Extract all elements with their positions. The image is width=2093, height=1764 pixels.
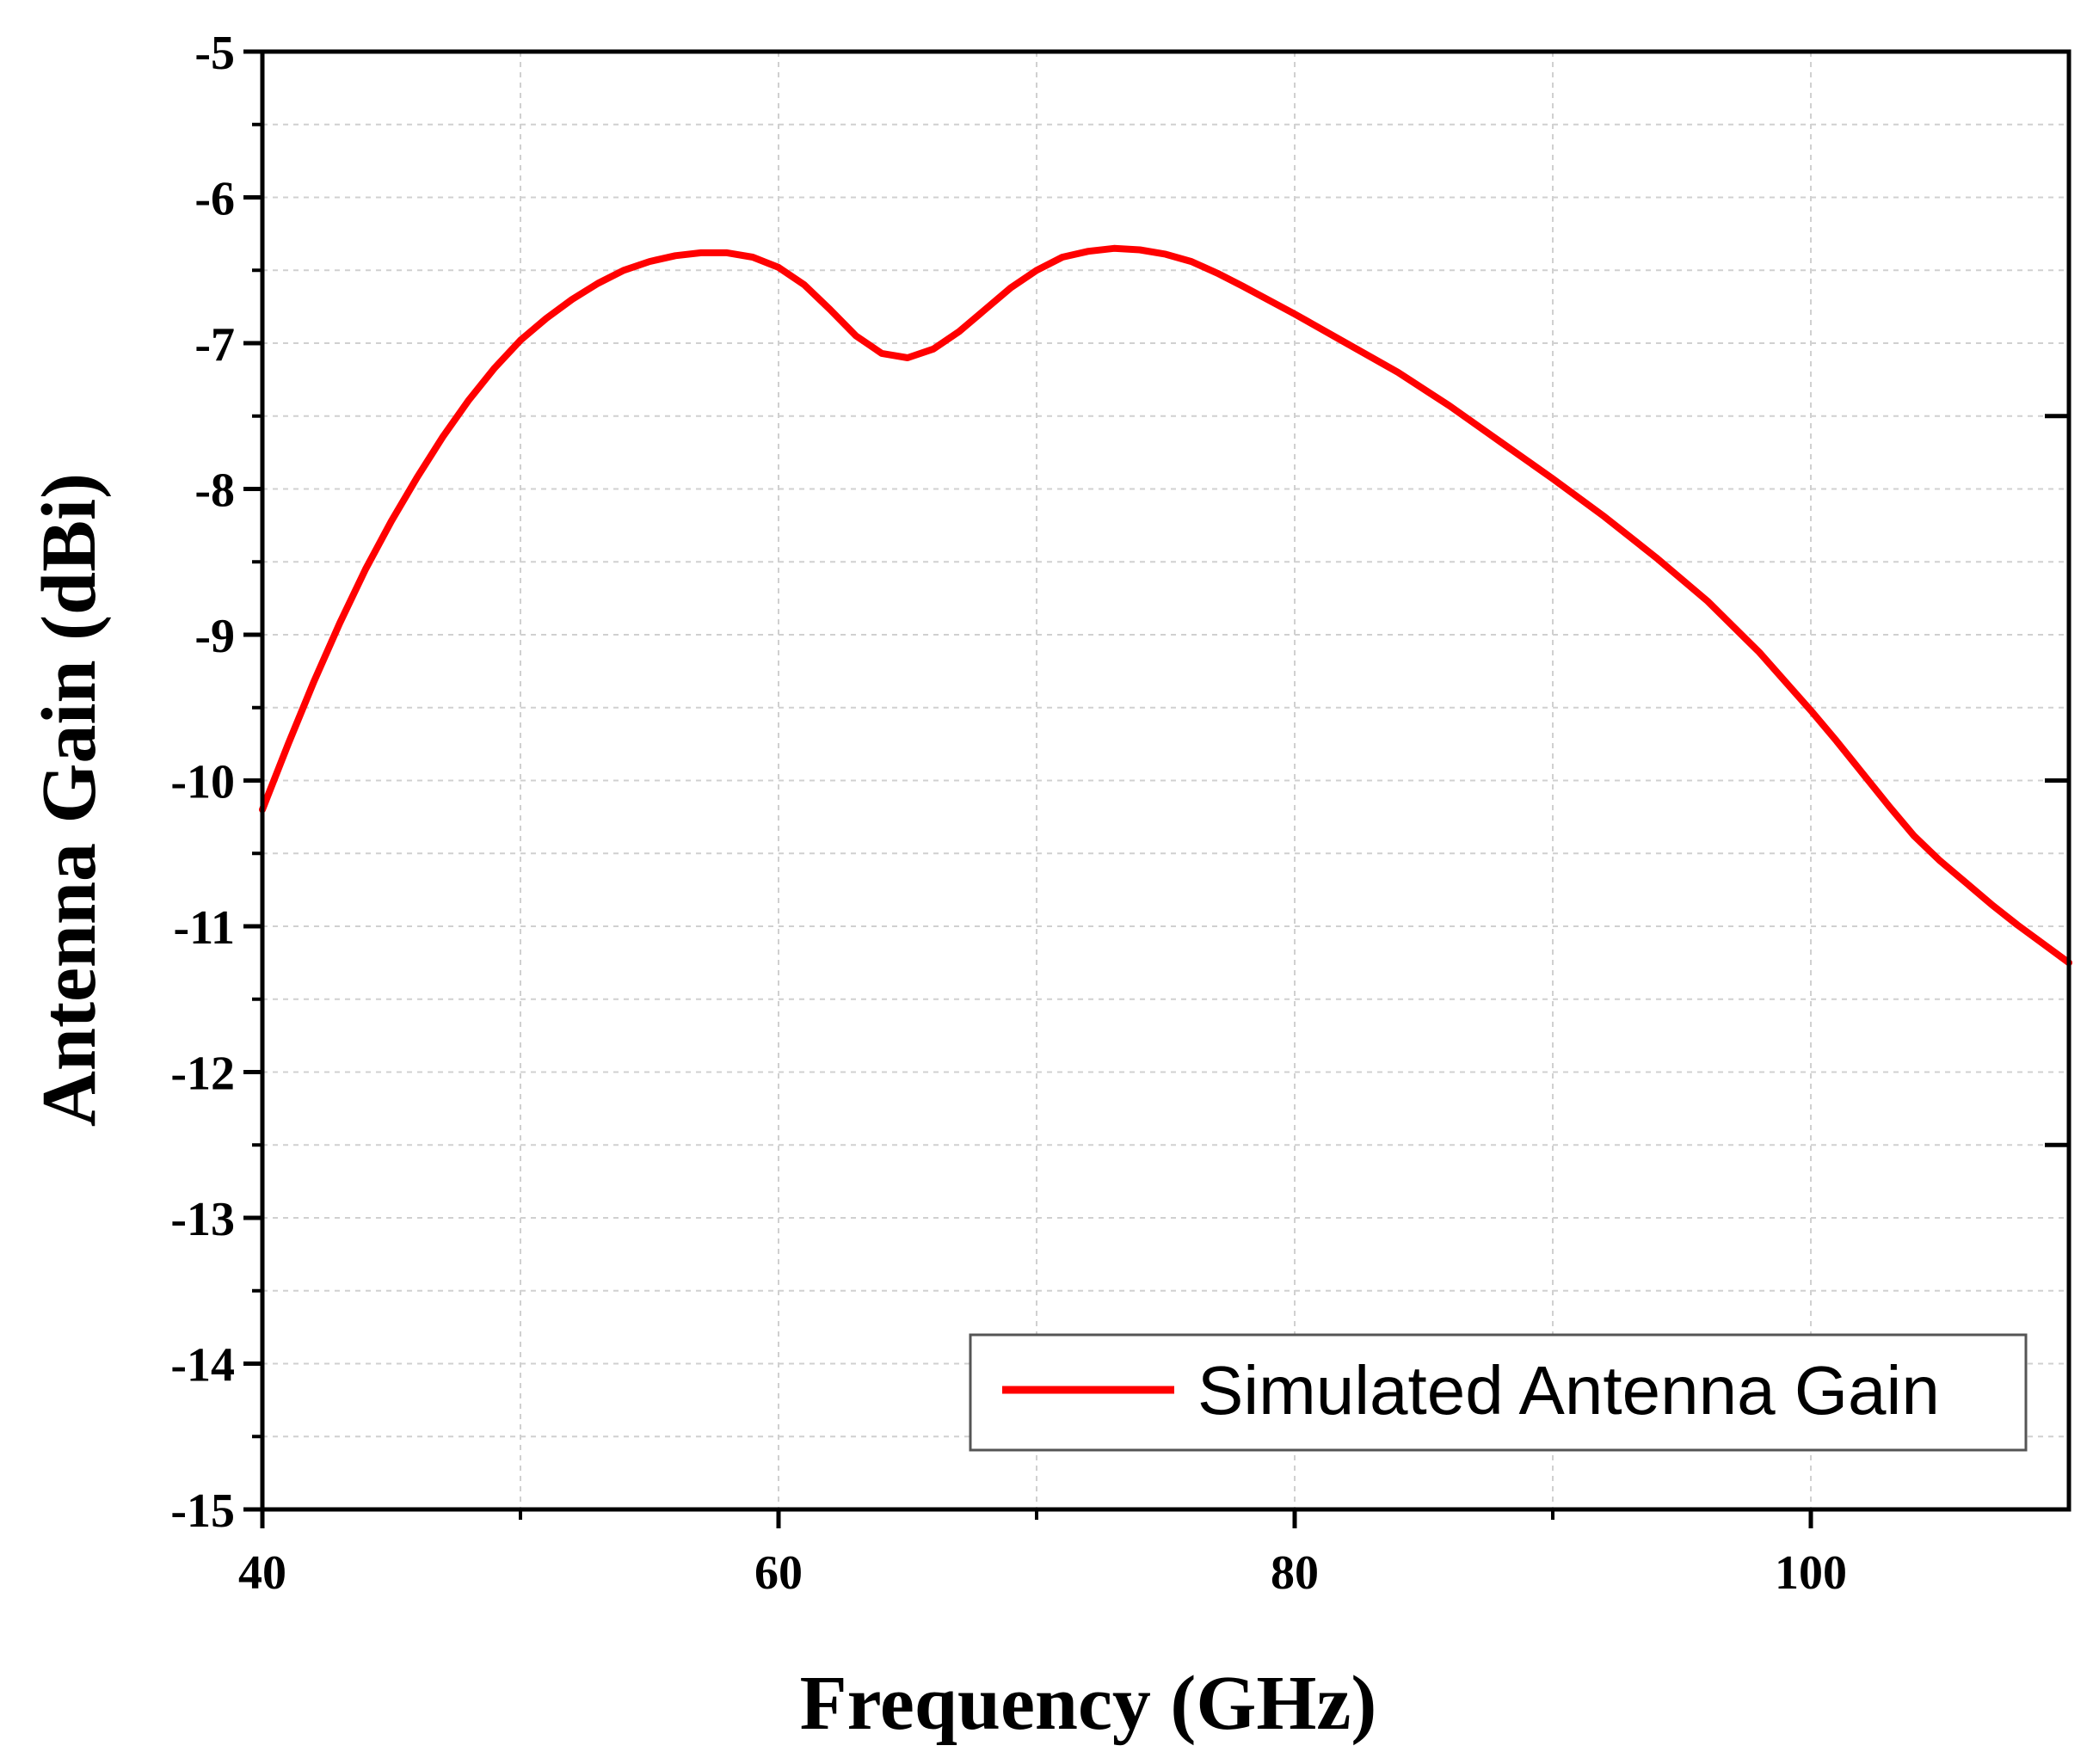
x-tick-label: 100 — [1775, 1546, 1847, 1600]
y-tick-label: -7 — [194, 318, 235, 372]
labels-layer: 40 60 80 100 -15 -14 -13 -12 -11 -10 -9 -8 -7 -6 -5 — [170, 27, 1847, 1600]
x-tick-label: 60 — [754, 1546, 803, 1600]
y-tick-label: -13 — [170, 1193, 235, 1246]
series-line-0 — [259, 244, 2072, 967]
x-tick-label: 40 — [238, 1546, 286, 1600]
y-tick-label: -8 — [194, 464, 235, 518]
y-tick-label: -6 — [194, 173, 235, 226]
y-tick-label: -10 — [170, 756, 235, 809]
y-tick-label: -14 — [170, 1339, 235, 1392]
series-layer — [259, 244, 2072, 967]
x-axis-title: Frequency (GHz) — [800, 1661, 1377, 1746]
y-axis-title: Antenna Gain (dBi) — [27, 473, 112, 1127]
y-tick-label: -5 — [194, 27, 235, 80]
y-tick-label: -11 — [173, 901, 235, 955]
legend-label: Simulated Antenna Gain — [1197, 1352, 1940, 1429]
axes-layer — [243, 49, 2071, 1528]
y-tick-label: -15 — [170, 1484, 235, 1538]
y-tick-label: -9 — [194, 610, 235, 663]
legend: Simulated Antenna Gain — [969, 1333, 2028, 1452]
y-tick-label: -12 — [170, 1048, 235, 1101]
grid-layer — [262, 52, 2069, 1509]
x-tick-label: 80 — [1271, 1546, 1319, 1600]
